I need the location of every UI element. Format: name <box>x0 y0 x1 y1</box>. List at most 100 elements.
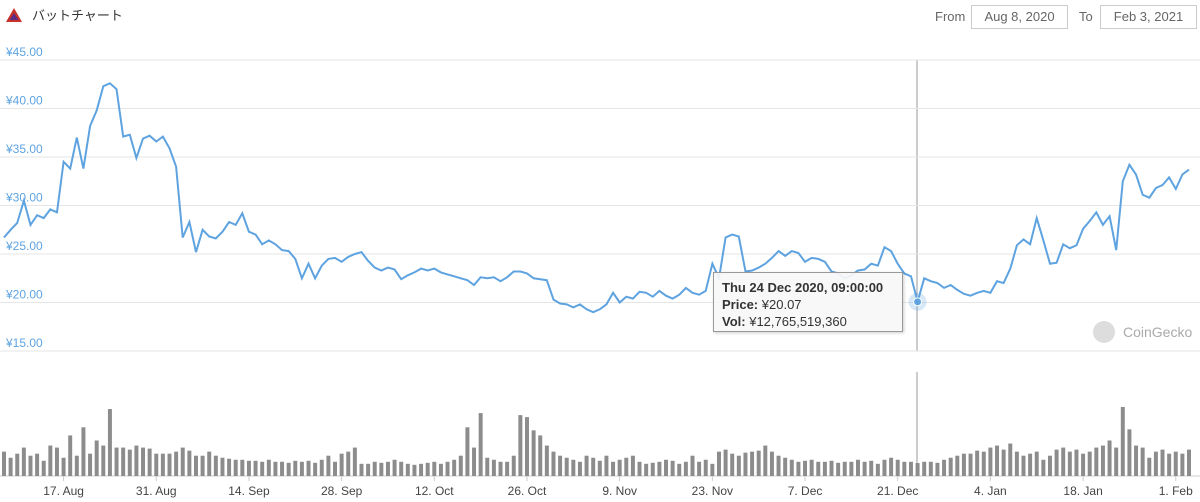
volume-bar <box>399 461 404 476</box>
volume-bar <box>41 460 46 476</box>
volume-bar <box>769 451 774 476</box>
volume-bar <box>141 447 146 476</box>
x-tick-label: 12. Oct <box>415 484 454 498</box>
volume-bar <box>385 461 390 476</box>
volume-bar <box>121 447 126 476</box>
volume-bar <box>54 447 59 476</box>
volume-bar <box>551 451 556 476</box>
tooltip: Thu 24 Dec 2020, 09:00:00 Price: ¥20.07 … <box>713 272 903 332</box>
y-tick-label: ¥40.00 <box>5 94 43 108</box>
y-tick-label: ¥35.00 <box>5 142 43 156</box>
volume-bar <box>491 459 496 476</box>
volume-bar <box>445 461 450 476</box>
x-tick-label: 9. Nov <box>602 484 637 498</box>
volume-bar <box>644 463 649 476</box>
x-tick-label: 17. Aug <box>43 484 84 498</box>
volume-bar <box>1008 443 1013 476</box>
volume-bar <box>723 449 728 476</box>
volume-bar <box>220 457 225 476</box>
volume-bar <box>664 459 668 476</box>
volume-bar <box>405 463 410 476</box>
from-input[interactable]: Aug 8, 2020 <box>971 5 1068 29</box>
volume-bar <box>465 427 470 476</box>
volume-bar <box>333 461 337 476</box>
y-tick-label: ¥45.00 <box>5 45 43 59</box>
volume-bar <box>531 430 536 476</box>
volume-bar <box>577 461 582 476</box>
volume-bar <box>995 445 1000 476</box>
volume-bar <box>478 413 483 476</box>
volume-bar <box>313 462 318 476</box>
volume-bar <box>942 459 947 476</box>
volume-bar <box>908 461 913 476</box>
volume-bar <box>319 459 324 476</box>
volume-bar <box>306 460 311 476</box>
volume-bar <box>266 459 271 476</box>
volume-bar <box>730 453 735 476</box>
volume-bar <box>822 461 827 476</box>
volume-bar <box>167 453 172 476</box>
volume-bar <box>948 457 953 476</box>
volume-bar <box>48 445 53 476</box>
hover-point <box>913 297 923 307</box>
volume-bar <box>359 463 364 476</box>
volume-bar <box>889 457 894 476</box>
volume-bar <box>339 453 344 476</box>
volume-bar <box>617 459 622 476</box>
volume-bar <box>935 462 940 476</box>
y-tick-label: ¥15.00 <box>5 336 43 350</box>
volume-bar <box>981 451 986 476</box>
volume-bar <box>299 461 304 476</box>
tooltip-price-label: Price: <box>722 297 759 312</box>
volume-bar <box>968 453 973 476</box>
volume-bar <box>101 445 106 476</box>
volume-bar <box>1014 451 1019 476</box>
volume-bar <box>975 450 980 476</box>
volume-bar <box>458 455 463 476</box>
volume-bar <box>869 460 874 476</box>
volume-bar <box>789 459 794 476</box>
volume-bar <box>716 451 721 476</box>
volume-bar <box>564 457 569 476</box>
volume-bar <box>816 461 821 476</box>
volume-bar <box>253 460 258 476</box>
volume-bar <box>584 455 589 476</box>
volume-bar <box>571 459 576 476</box>
plot: ¥15.00¥20.00¥25.00¥30.00¥35.00¥40.00¥45.… <box>0 45 1200 498</box>
volume-bar <box>21 447 26 476</box>
volume-bar <box>61 457 66 476</box>
volume-bar <box>1094 447 1099 476</box>
volume-bar <box>2 451 6 476</box>
volume-bar <box>438 463 443 476</box>
volume-bar <box>432 461 437 476</box>
volume-bar <box>293 460 298 476</box>
volume-bar <box>81 427 86 476</box>
volume-bar <box>1100 445 1105 476</box>
volume-bar <box>127 449 132 476</box>
volume-bar <box>425 462 430 476</box>
to-input[interactable]: Feb 3, 2021 <box>1100 5 1197 29</box>
volume-bar <box>94 440 99 476</box>
volume-bar <box>472 447 477 476</box>
volume-bar <box>743 452 748 476</box>
volume-bar <box>1041 459 1046 476</box>
x-tick-label: 26. Oct <box>508 484 547 498</box>
volume-bar <box>988 447 993 476</box>
volume-bar <box>107 409 112 476</box>
volume-bar <box>611 461 616 476</box>
volume-bar <box>227 458 232 476</box>
tooltip-vol-label: Vol: <box>722 314 746 329</box>
volume-bar <box>703 459 708 476</box>
volume-bar <box>677 463 682 476</box>
volume-bar <box>346 451 351 476</box>
volume-bar <box>1160 449 1165 476</box>
volume-bar <box>836 462 841 476</box>
volume-bar <box>525 417 529 476</box>
volume-bar <box>1054 449 1059 476</box>
volume-bar <box>538 435 543 476</box>
volume-bar <box>134 445 139 476</box>
volume-bar <box>856 459 860 476</box>
volume-bar <box>683 461 688 476</box>
price-line <box>3 82 1190 314</box>
